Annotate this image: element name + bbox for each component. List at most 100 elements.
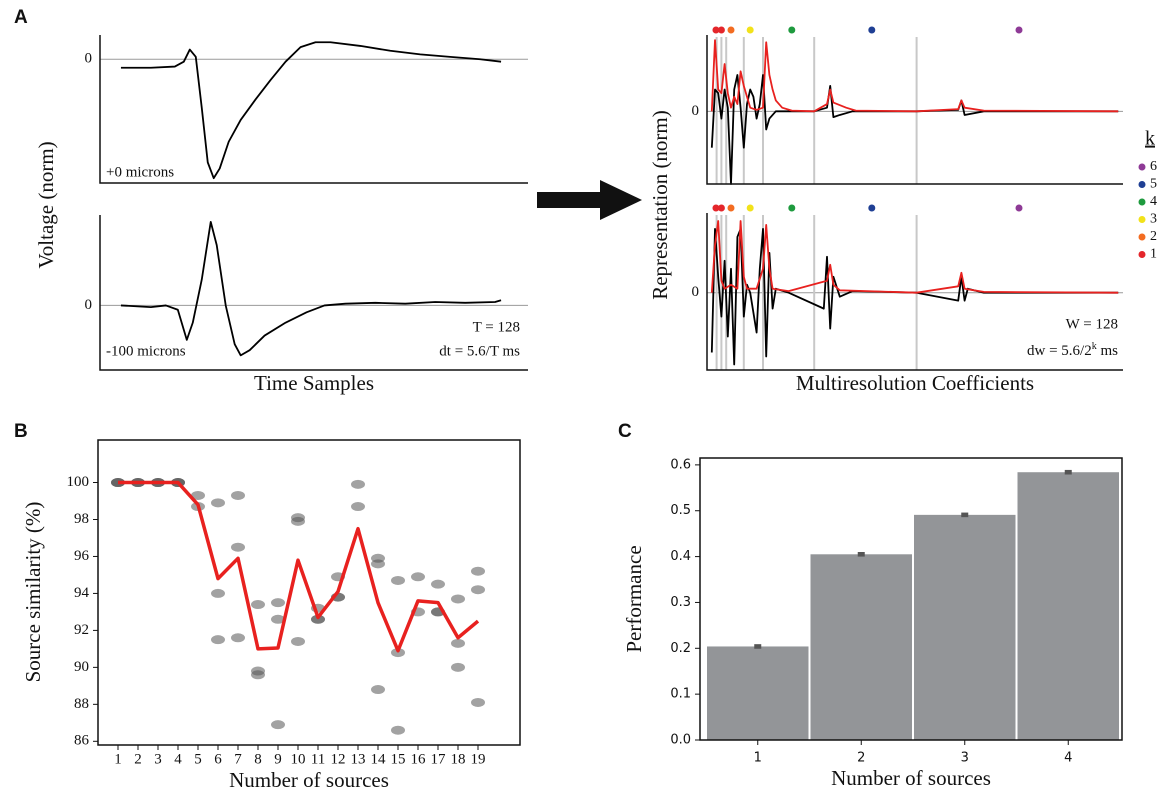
- series-line: [710, 220, 1119, 294]
- scatter-point: [391, 725, 405, 735]
- error-bar: [1064, 469, 1072, 475]
- x-tick-label: 17: [431, 751, 447, 767]
- x-tick-label: 18: [451, 751, 466, 767]
- y-tick-label: 96: [74, 548, 90, 564]
- series-line: [710, 39, 1119, 113]
- y-tick-label: 0.0: [670, 733, 691, 748]
- scatter-point: [411, 572, 425, 582]
- scatter-point: [271, 598, 285, 608]
- x-tick-label: 7: [234, 751, 242, 767]
- scatter-point: [371, 559, 385, 569]
- panel-letter: A: [14, 7, 28, 28]
- x-axis-title: Time Samples: [254, 371, 374, 395]
- legend-swatch: [1138, 216, 1146, 223]
- series-line: [710, 228, 1119, 366]
- legend-swatch: [1138, 251, 1146, 258]
- x-tick-label: 11: [311, 751, 325, 767]
- x-tick-label: 2: [134, 751, 142, 767]
- level-marker: [1015, 204, 1023, 212]
- x-tick-label: 3: [154, 751, 162, 767]
- scatter-point: [451, 594, 465, 604]
- x-tick-label: 12: [331, 751, 346, 767]
- annotation-part: dw = 5.6/2: [1027, 343, 1092, 359]
- error-bar: [857, 552, 865, 557]
- scatter-point: [231, 633, 245, 643]
- legend-swatch: [1138, 181, 1146, 188]
- y-tick-label: 0: [85, 51, 93, 67]
- y-tick-label: 0.3: [670, 595, 691, 610]
- x-tick-label: 4: [1064, 751, 1072, 766]
- scatter-point: [211, 635, 225, 645]
- y-tick-label: 90: [74, 659, 89, 675]
- scatter-point: [291, 516, 305, 526]
- scatter-point: [271, 720, 285, 730]
- x-tick-label: 16: [411, 751, 427, 767]
- y-tick-label: 100: [67, 474, 90, 490]
- y-tick-label: 0.2: [670, 641, 691, 656]
- level-marker: [868, 204, 876, 212]
- x-tick-label: 19: [471, 751, 486, 767]
- scatter-point: [251, 670, 265, 680]
- scatter-point: [251, 600, 265, 610]
- legend-swatch: [1138, 233, 1146, 241]
- y-tick-label: 0.5: [670, 503, 691, 518]
- y-tick-label: 0.4: [670, 549, 691, 564]
- arrow: [537, 180, 642, 220]
- scatter-point: [231, 490, 245, 500]
- scatter-point: [351, 502, 365, 512]
- x-tick-label: 5: [194, 751, 202, 767]
- error-bar: [754, 644, 762, 649]
- y-axis-title: Performance: [622, 545, 646, 652]
- y-tick-label: 0.6: [670, 457, 691, 472]
- y-tick-label: 0: [692, 103, 700, 119]
- level-marker: [788, 204, 796, 212]
- y-tick-label: 0: [85, 297, 93, 313]
- annotation: W = 128: [1066, 316, 1118, 332]
- x-tick-label: 15: [391, 751, 406, 767]
- legend-swatch: [1138, 163, 1146, 171]
- plot-frame: [97, 439, 521, 746]
- bar: [707, 646, 809, 740]
- axis-spines: [706, 35, 1123, 185]
- x-axis-title: Number of sources: [229, 768, 389, 792]
- series-line: [120, 41, 502, 180]
- legend-label: 3: [1150, 212, 1157, 227]
- level-marker: [727, 204, 735, 212]
- level-marker: [712, 204, 720, 212]
- panel-letter: C: [618, 421, 632, 442]
- series-line: [118, 480, 480, 653]
- legend-swatch: [1138, 198, 1146, 206]
- y-axis-title: Voltage (norm): [34, 141, 58, 268]
- x-tick-label: 6: [214, 751, 222, 767]
- legend-label: 1: [1150, 247, 1157, 262]
- legend-label: 2: [1150, 229, 1157, 244]
- y-tick-label: 94: [74, 585, 90, 601]
- y-tick-label: 86: [74, 733, 90, 749]
- level-marker: [868, 26, 876, 34]
- scatter-point: [451, 638, 465, 648]
- level-marker: [717, 26, 725, 34]
- y-tick-label: 88: [74, 696, 89, 712]
- scatter-point: [451, 662, 465, 672]
- scatter-point: [471, 697, 485, 707]
- level-marker: [727, 26, 735, 34]
- scatter-point: [391, 648, 405, 658]
- level-marker: [717, 204, 725, 212]
- x-tick-label: 1: [114, 751, 122, 767]
- x-tick-label: 10: [291, 751, 306, 767]
- plot-frame: [699, 457, 1123, 741]
- scatter-point: [191, 490, 205, 500]
- axis-spines: [99, 35, 528, 184]
- level-marker: [746, 204, 754, 212]
- annotation: +0 microns: [106, 164, 174, 180]
- scatter-point: [231, 542, 245, 552]
- y-tick-label: 0.1: [670, 687, 691, 702]
- scatter-point: [371, 685, 385, 695]
- annotation: -100 microns: [106, 343, 186, 359]
- legend-label: 5: [1150, 177, 1157, 192]
- x-axis-title: Number of sources: [831, 766, 991, 790]
- scatter-point: [351, 479, 365, 489]
- scatter-point: [391, 575, 405, 585]
- series-line: [120, 220, 502, 357]
- annotation: dt = 5.6/T ms: [439, 343, 520, 359]
